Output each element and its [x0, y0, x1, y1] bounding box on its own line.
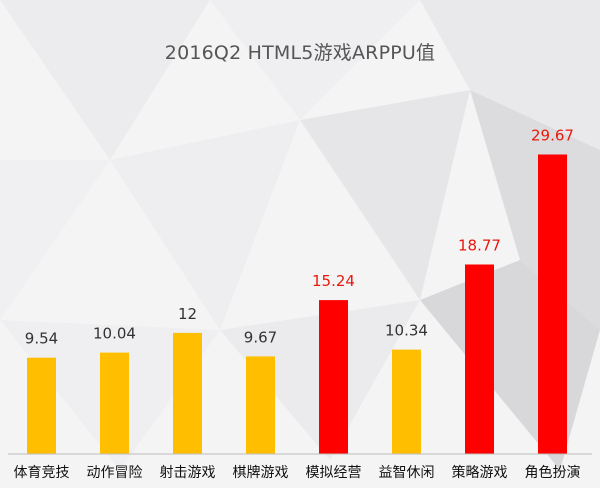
bar-1 — [27, 357, 56, 454]
value-label-2: 10.04 — [93, 325, 136, 343]
bar-2 — [100, 352, 129, 454]
bar-5 — [319, 300, 348, 454]
category-label-8: 角色扮演 — [525, 464, 581, 481]
bar-6 — [392, 349, 421, 454]
category-label-7: 策略游戏 — [452, 464, 508, 481]
bar-8 — [538, 154, 567, 454]
value-label-5: 15.24 — [312, 272, 355, 290]
value-label-8: 29.67 — [531, 127, 574, 145]
value-label-1: 9.54 — [25, 330, 58, 348]
chart-title: 2016Q2 HTML5游戏ARPPU值 — [164, 42, 436, 64]
value-label-7: 18.77 — [458, 237, 501, 255]
bar-7 — [465, 264, 494, 454]
category-label-3: 射击游戏 — [160, 465, 216, 481]
value-label-6: 10.34 — [385, 322, 428, 340]
category-label-2: 动作冒险 — [87, 465, 143, 481]
background-polygons — [300, 0, 600, 470]
category-label-1: 体育竞技 — [14, 464, 70, 481]
bar-3 — [173, 332, 202, 454]
category-labels-group: 体育竞技 动作冒险 射击游戏 棋牌游戏 模拟经营 益智休闲 策略游戏 角色扮演 — [14, 464, 581, 481]
category-label-4: 棋牌游戏 — [233, 464, 289, 481]
category-label-6: 益智休闲 — [379, 465, 435, 481]
value-label-3: 12 — [178, 305, 197, 323]
category-label-5: 模拟经营 — [306, 465, 362, 481]
value-label-4: 9.67 — [244, 328, 277, 346]
bars-group — [27, 154, 567, 454]
value-labels-group: 9.54 10.04 12 9.67 15.24 10.34 18.77 29.67 — [25, 127, 574, 348]
bar-4 — [246, 356, 275, 454]
